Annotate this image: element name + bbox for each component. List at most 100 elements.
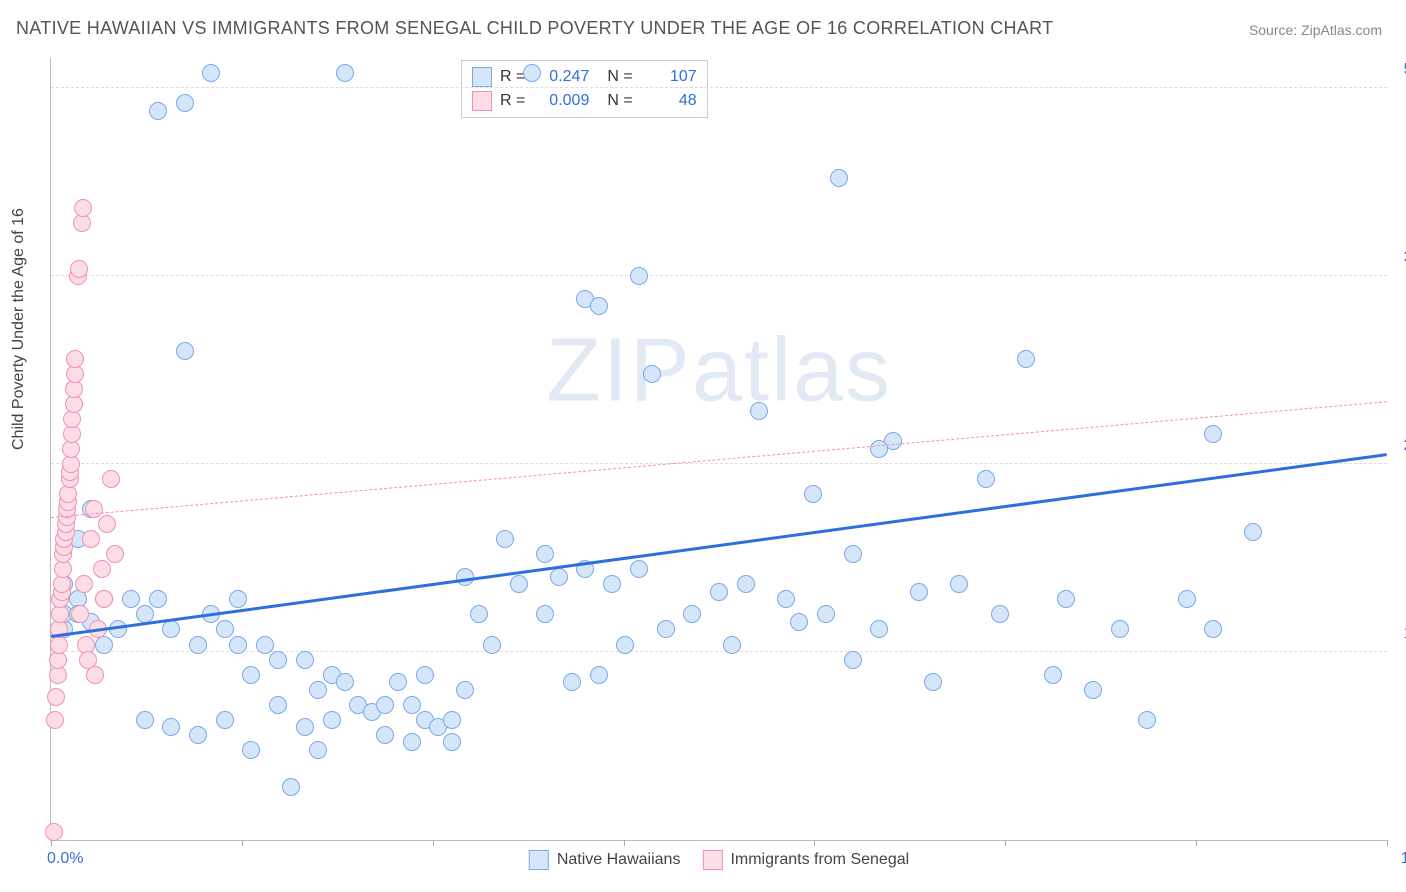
data-point [336, 673, 354, 691]
data-point [683, 605, 701, 623]
data-point [523, 64, 541, 82]
data-point [443, 733, 461, 751]
data-point [229, 590, 247, 608]
data-point [1017, 350, 1035, 368]
data-point [710, 583, 728, 601]
data-point [844, 545, 862, 563]
data-point [1111, 620, 1129, 638]
data-point [176, 94, 194, 112]
data-point [98, 515, 116, 533]
data-point [536, 545, 554, 563]
legend-swatch [472, 67, 492, 87]
source-attribution: Source: ZipAtlas.com [1249, 22, 1382, 38]
data-point [323, 711, 341, 729]
series-legend: Native Hawaiians Immigrants from Senegal [529, 850, 909, 870]
data-point [85, 500, 103, 518]
legend-swatch [702, 850, 722, 870]
data-point [590, 666, 608, 684]
data-point [46, 711, 64, 729]
data-point [1204, 620, 1222, 638]
data-point [924, 673, 942, 691]
gridline [51, 87, 1387, 88]
y-axis-label: Child Poverty Under the Age of 16 [10, 208, 28, 450]
data-point [216, 620, 234, 638]
data-point [630, 560, 648, 578]
data-point [510, 575, 528, 593]
x-tick [433, 840, 434, 846]
data-point [229, 636, 247, 654]
data-point [122, 590, 140, 608]
data-point [216, 711, 234, 729]
x-tick [814, 840, 815, 846]
data-point [71, 605, 89, 623]
data-point [590, 297, 608, 315]
data-point [269, 651, 287, 669]
data-point [416, 666, 434, 684]
data-point [75, 575, 93, 593]
data-point [256, 636, 274, 654]
data-point [376, 696, 394, 714]
data-point [176, 342, 194, 360]
data-point [242, 666, 260, 684]
scatter-plot-area: ZIPatlas R =0.247N =107R =0.009N =48 Nat… [50, 58, 1387, 841]
data-point [1138, 711, 1156, 729]
data-point [106, 545, 124, 563]
stats-row: R =0.009N =48 [470, 89, 699, 113]
x-tick [1196, 840, 1197, 846]
data-point [1244, 523, 1262, 541]
data-point [189, 636, 207, 654]
data-point [202, 64, 220, 82]
trend-line [51, 454, 1387, 639]
data-point [45, 823, 63, 841]
data-point [603, 575, 621, 593]
data-point [910, 583, 928, 601]
x-axis-max-label: 100.0% [1401, 850, 1406, 868]
data-point [269, 696, 287, 714]
x-tick [624, 840, 625, 846]
data-point [991, 605, 1009, 623]
x-tick [1387, 840, 1388, 846]
gridline [51, 275, 1387, 276]
gridline [51, 463, 1387, 464]
data-point [870, 440, 888, 458]
data-point [1084, 681, 1102, 699]
data-point [1057, 590, 1075, 608]
data-point [82, 530, 100, 548]
legend-item: Immigrants from Senegal [702, 850, 909, 870]
data-point [403, 733, 421, 751]
stats-row: R =0.247N =107 [470, 65, 699, 89]
data-point [309, 681, 327, 699]
data-point [309, 741, 327, 759]
data-point [47, 688, 65, 706]
legend-item: Native Hawaiians [529, 850, 681, 870]
legend-label: Native Hawaiians [557, 851, 681, 869]
gridline [51, 651, 1387, 652]
data-point [643, 365, 661, 383]
x-axis-min-label: 0.0% [47, 850, 83, 868]
data-point [830, 169, 848, 187]
data-point [870, 620, 888, 638]
data-point [296, 718, 314, 736]
data-point [456, 681, 474, 699]
data-point [777, 590, 795, 608]
data-point [790, 613, 808, 631]
data-point [102, 470, 120, 488]
data-point [74, 199, 92, 217]
data-point [496, 530, 514, 548]
x-tick [1005, 840, 1006, 846]
data-point [1178, 590, 1196, 608]
data-point [563, 673, 581, 691]
data-point [403, 696, 421, 714]
data-point [616, 636, 634, 654]
data-point [737, 575, 755, 593]
data-point [95, 590, 113, 608]
data-point [750, 402, 768, 420]
data-point [1204, 425, 1222, 443]
data-point [483, 636, 501, 654]
data-point [282, 778, 300, 796]
data-point [66, 350, 84, 368]
data-point [1044, 666, 1062, 684]
data-point [630, 267, 648, 285]
data-point [804, 485, 822, 503]
legend-swatch [529, 850, 549, 870]
